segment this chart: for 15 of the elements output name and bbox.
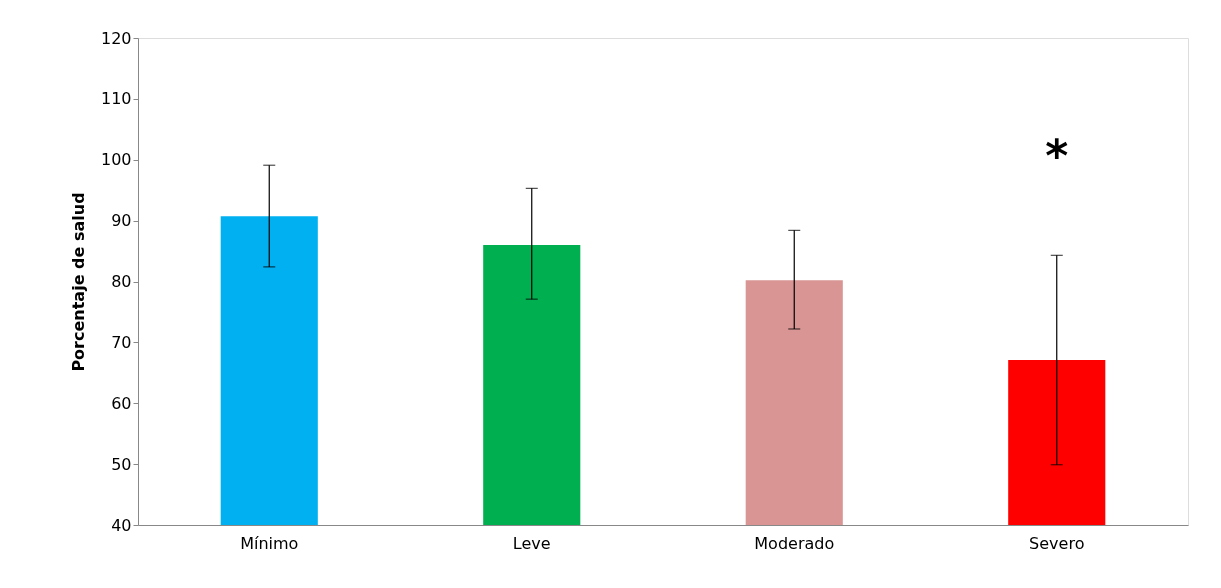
y-tick-label: 90 bbox=[111, 211, 132, 231]
y-tick-label: 70 bbox=[111, 332, 132, 352]
x-tick-label: Leve bbox=[512, 533, 551, 553]
x-tick-label: Moderado bbox=[754, 533, 835, 553]
y-tick-label: 100 bbox=[100, 150, 132, 170]
y-axis-title: Porcentaje de salud bbox=[68, 192, 88, 372]
y-tick-label: 60 bbox=[111, 393, 132, 413]
y-tick-label: 80 bbox=[111, 272, 132, 291]
x-tick-label: Severo bbox=[1029, 533, 1085, 553]
y-tick-label: 40 bbox=[111, 515, 132, 535]
y-tick-label: 50 bbox=[111, 454, 132, 474]
y-tick-label: 120 bbox=[100, 28, 132, 48]
x-tick-label: Mínimo bbox=[240, 533, 299, 553]
y-tick-label: 110 bbox=[100, 89, 132, 109]
annotation: * bbox=[1045, 130, 1069, 181]
